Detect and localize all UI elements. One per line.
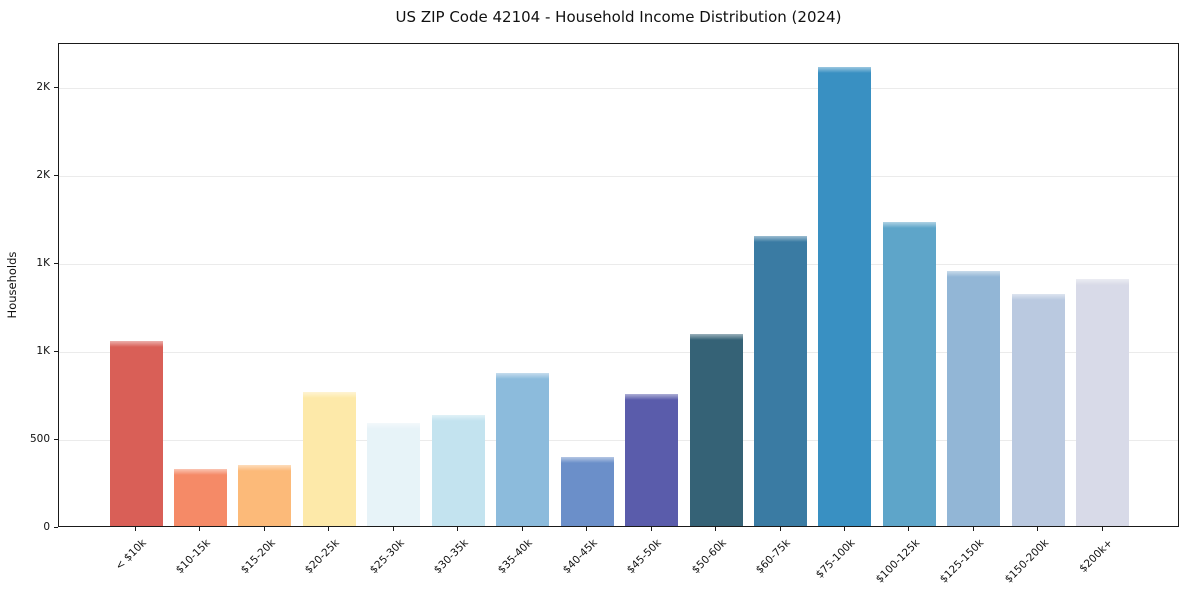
bar--25-30k (367, 423, 421, 526)
chart-title: US ZIP Code 42104 - Household Income Dis… (395, 8, 842, 26)
x-tick-mark (779, 527, 781, 531)
y-tick-label: 500 (29, 433, 50, 446)
y-tick-label: 1K (36, 345, 50, 358)
x-tick-mark (328, 527, 330, 531)
y-tick-label: 0 (43, 521, 50, 533)
x-tick-label: $125-150k (937, 537, 987, 586)
bar--200k- (1076, 279, 1130, 526)
x-tick-mark (972, 527, 974, 531)
gridline (59, 351, 1178, 353)
x-tick-mark (457, 527, 459, 531)
bar--45-50k (625, 394, 679, 526)
x-tick-label: < $10k (112, 537, 149, 573)
bar--125-150k (947, 271, 1001, 526)
bar--10k (109, 341, 163, 526)
y-tick-mark (54, 439, 58, 441)
x-tick-label: $100-125k (873, 537, 922, 586)
x-tick-label: $60-75k (753, 537, 793, 577)
bar--150-200k (1011, 293, 1065, 526)
x-tick-label: $35-40k (496, 537, 536, 577)
bar--30-35k (431, 415, 485, 526)
bar--40-45k (560, 457, 614, 526)
y-tick-mark (54, 175, 58, 177)
plot-area (58, 43, 1179, 527)
bar--50-60k (689, 334, 743, 526)
gridline (59, 175, 1178, 177)
x-tick-label: $200k+ (1077, 537, 1116, 575)
bar--100-125k (882, 221, 936, 526)
x-tick-label: $30-35k (431, 537, 471, 577)
y-tick-mark (54, 351, 58, 353)
x-tick-label: $10-15k (173, 537, 213, 577)
x-tick-label: $150-200k (1002, 537, 1051, 586)
x-tick-label: $50-60k (689, 537, 729, 577)
bar--20-25k (302, 391, 356, 526)
x-tick-mark (586, 527, 588, 531)
y-tick-mark (54, 263, 58, 265)
x-tick-mark (715, 527, 717, 531)
bar--35-40k (496, 373, 550, 526)
bar--15-20k (238, 465, 292, 526)
y-tick-mark (54, 87, 58, 89)
gridline (59, 87, 1178, 89)
x-tick-label: $25-30k (367, 537, 407, 577)
x-tick-mark (135, 527, 136, 531)
x-tick-label: $40-45k (560, 537, 600, 577)
x-tick-label: $75-100k (813, 537, 858, 581)
x-tick-mark (392, 527, 394, 531)
x-tick-mark (1037, 527, 1039, 531)
x-tick-label: $15-20k (238, 537, 278, 577)
x-tick-mark (521, 527, 523, 531)
x-tick-label: $20-25k (302, 537, 342, 577)
x-tick-mark (843, 527, 845, 531)
gridline (59, 439, 1178, 441)
x-tick-label: $45-50k (624, 537, 665, 577)
y-tick-label: 1K (36, 257, 50, 270)
bar--10-15k (173, 468, 227, 526)
x-tick-mark (199, 527, 201, 531)
y-tick-mark (54, 527, 58, 528)
bar--60-75k (754, 235, 807, 526)
y-tick-label: 2K (36, 81, 50, 94)
x-tick-mark (263, 527, 265, 531)
x-tick-mark (650, 527, 652, 531)
x-tick-mark (1101, 527, 1103, 531)
bar--75-100k (818, 67, 872, 526)
y-axis-label: Households (5, 251, 19, 319)
gridline (59, 263, 1178, 265)
x-tick-mark (908, 527, 910, 531)
y-tick-label: 2K (36, 169, 50, 182)
